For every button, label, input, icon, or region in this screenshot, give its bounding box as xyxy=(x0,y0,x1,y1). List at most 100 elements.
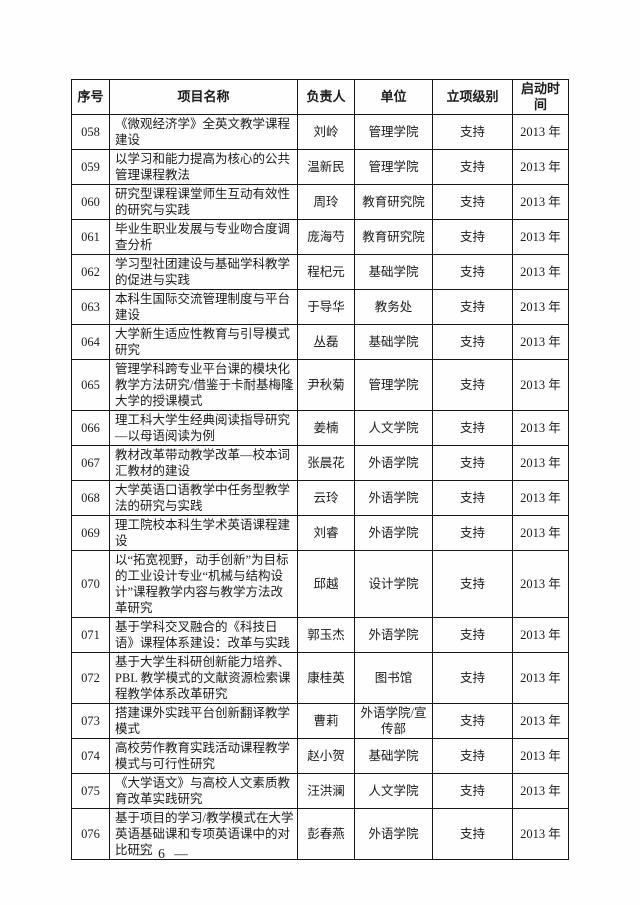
cell-no: 063 xyxy=(71,289,110,325)
cell-level: 支持 xyxy=(432,219,513,255)
cell-unit: 外语学院 xyxy=(354,617,433,653)
cell-leader: 尹秋菊 xyxy=(297,359,355,411)
cell-no: 060 xyxy=(71,184,110,220)
cell-no: 067 xyxy=(71,445,110,481)
cell-title: 搭建课外实践平台创新翻译教学模式 xyxy=(109,703,298,739)
cell-start: 2013 年 xyxy=(512,738,569,774)
cell-unit: 外语学院/宣传部 xyxy=(354,703,433,739)
cell-no: 074 xyxy=(71,738,110,774)
table-row: 073 搭建课外实践平台创新翻译教学模式 曹莉 外语学院/宣传部 支持 2013 年 xyxy=(71,703,569,739)
table-row: 059 以学习和能力提高为核心的公共管理课程教法 温新民 管理学院 支持 2013 年 xyxy=(71,149,569,185)
cell-leader: 刘岭 xyxy=(297,114,355,150)
table-header-row: 序号 项目名称 负责人 单位 立项级别 启动时间 xyxy=(71,79,569,115)
column-header-no: 序号 xyxy=(71,79,110,115)
cell-unit: 管理学院 xyxy=(354,359,433,411)
cell-level: 支持 xyxy=(432,149,513,185)
cell-level: 支持 xyxy=(432,703,513,739)
table-row: 065 管理学科跨专业平台课的模块化教学方法研究/借鉴于卡耐基梅隆大学的授课模式尹… xyxy=(71,359,569,411)
cell-leader: 张晨花 xyxy=(297,445,355,481)
cell-unit: 人文学院 xyxy=(354,773,433,809)
cell-leader: 彭春燕 xyxy=(297,808,355,860)
cell-start: 2013 年 xyxy=(512,515,569,551)
table-row: 074 高校劳作教育实践活动课程教学模式与可行性研究 赵小贺 基础学院 支持 2013 年 xyxy=(71,738,569,774)
cell-level: 支持 xyxy=(432,738,513,774)
cell-unit: 外语学院 xyxy=(354,480,433,516)
table-row: 066 理工科大学生经典阅读指导研究—以母语阅读为例 姜楠 人文学院 支持 2013 年 xyxy=(71,410,569,446)
table-row: 061 毕业生职业发展与专业吻合度调查分析 庞海芍 教育研究院 支持 2013 年 xyxy=(71,219,569,255)
cell-start: 2013 年 xyxy=(512,773,569,809)
table-row: 058 《微观经济学》全英文教学课程建设 刘岭 管理学院 支持 2013 年 xyxy=(71,114,569,150)
cell-title: 基于学科交叉融合的《科技日语》课程体系建设：改革与实践 xyxy=(109,617,298,653)
cell-start: 2013 年 xyxy=(512,324,569,360)
cell-leader: 丛磊 xyxy=(297,324,355,360)
cell-start: 2013 年 xyxy=(512,703,569,739)
cell-no: 061 xyxy=(71,219,110,255)
cell-title: 毕业生职业发展与专业吻合度调查分析 xyxy=(109,219,298,255)
cell-level: 支持 xyxy=(432,515,513,551)
cell-no: 070 xyxy=(71,550,110,618)
cell-title: 理工科大学生经典阅读指导研究—以母语阅读为例 xyxy=(109,410,298,446)
cell-level: 支持 xyxy=(432,773,513,809)
cell-level: 支持 xyxy=(432,550,513,618)
column-header-leader: 负责人 xyxy=(297,79,355,115)
cell-leader: 曹莉 xyxy=(297,703,355,739)
cell-unit: 教务处 xyxy=(354,289,433,325)
cell-title: 基于项目的学习/教学模式在大学英语基础课和专项英语课中的对比研究 xyxy=(109,808,298,860)
table-row: 071 基于学科交叉融合的《科技日语》课程体系建设：改革与实践 郭玉杰 外语学院 支持 2… xyxy=(71,617,569,653)
cell-unit: 教育研究院 xyxy=(354,184,433,220)
cell-level: 支持 xyxy=(432,184,513,220)
cell-level: 支持 xyxy=(432,324,513,360)
cell-level: 支持 xyxy=(432,808,513,860)
cell-unit: 管理学院 xyxy=(354,149,433,185)
column-header-level: 立项级别 xyxy=(432,79,513,115)
cell-title: 以学习和能力提高为核心的公共管理课程教法 xyxy=(109,149,298,185)
cell-start: 2013 年 xyxy=(512,359,569,411)
cell-unit: 图书馆 xyxy=(354,652,433,704)
cell-start: 2013 年 xyxy=(512,480,569,516)
cell-no: 071 xyxy=(71,617,110,653)
cell-level: 支持 xyxy=(432,410,513,446)
cell-title: 《微观经济学》全英文教学课程建设 xyxy=(109,114,298,150)
cell-no: 058 xyxy=(71,114,110,150)
cell-leader: 周玲 xyxy=(297,184,355,220)
cell-leader: 刘睿 xyxy=(297,515,355,551)
cell-start: 2013 年 xyxy=(512,410,569,446)
cell-leader: 云玲 xyxy=(297,480,355,516)
cell-unit: 管理学院 xyxy=(354,114,433,150)
cell-title: 大学新生适应性教育与引导模式研究 xyxy=(109,324,298,360)
cell-start: 2013 年 xyxy=(512,289,569,325)
cell-unit: 外语学院 xyxy=(354,445,433,481)
page-number: — 6 — xyxy=(135,846,191,861)
cell-start: 2013 年 xyxy=(512,445,569,481)
cell-start: 2013 年 xyxy=(512,550,569,618)
cell-title: 以“拓宽视野，动手创新”为目标的工业设计专业“机械与结构设计”课程教学内容与教学… xyxy=(109,550,298,618)
cell-no: 075 xyxy=(71,773,110,809)
cell-level: 支持 xyxy=(432,480,513,516)
cell-leader: 程杞元 xyxy=(297,254,355,290)
cell-start: 2013 年 xyxy=(512,149,569,185)
table-row: 072 基于大学生科研创新能力培养、PBL 教学模式的文献资源检索课程教学体系改革… xyxy=(71,652,569,704)
cell-level: 支持 xyxy=(432,359,513,411)
header-row: 序号 项目名称 负责人 单位 立项级别 启动时间 xyxy=(71,79,569,115)
cell-title: 《大学语文》与高校人文素质教育改革实践研究 xyxy=(109,773,298,809)
cell-no: 069 xyxy=(71,515,110,551)
cell-start: 2013 年 xyxy=(512,808,569,860)
table-row: 064 大学新生适应性教育与引导模式研究 丛磊 基础学院 支持 2013 年 xyxy=(71,324,569,360)
cell-title: 研究型课程课堂师生互动有效性的研究与实践 xyxy=(109,184,298,220)
cell-level: 支持 xyxy=(432,617,513,653)
cell-unit: 基础学院 xyxy=(354,324,433,360)
cell-title: 理工院校本科生学术英语课程建设 xyxy=(109,515,298,551)
cell-level: 支持 xyxy=(432,445,513,481)
column-header-start: 启动时间 xyxy=(512,79,569,115)
cell-unit: 教育研究院 xyxy=(354,219,433,255)
cell-leader: 邱越 xyxy=(297,550,355,618)
table-row: 070 以“拓宽视野，动手创新”为目标的工业设计专业“机械与结构设计”课程教学内容… xyxy=(71,550,569,618)
table-row: 067 教材改革带动教学改革—校本词汇教材的建设 张晨花 外语学院 支持 2013 年 xyxy=(71,445,569,481)
cell-title: 高校劳作教育实践活动课程教学模式与可行性研究 xyxy=(109,738,298,774)
cell-leader: 庞海芍 xyxy=(297,219,355,255)
cell-leader: 汪洪澜 xyxy=(297,773,355,809)
cell-title: 大学英语口语教学中任务型教学法的研究与实践 xyxy=(109,480,298,516)
cell-start: 2013 年 xyxy=(512,617,569,653)
cell-unit: 设计学院 xyxy=(354,550,433,618)
